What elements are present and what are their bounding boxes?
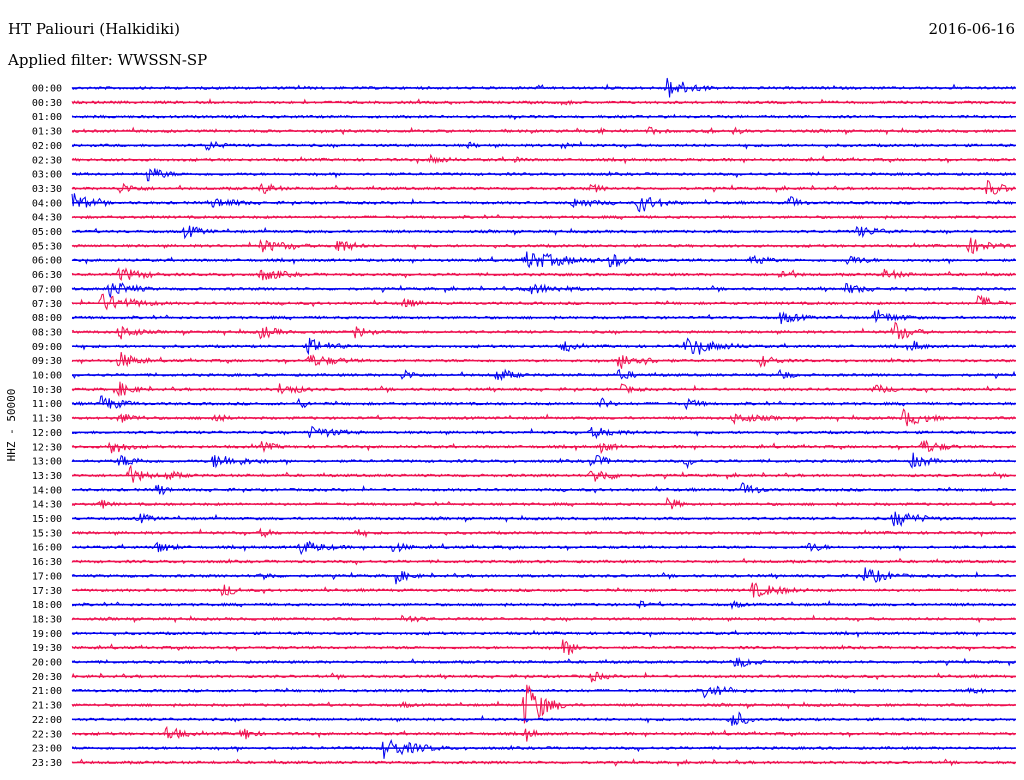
time-label: 11:00 [32, 399, 62, 410]
time-label: 02:00 [32, 141, 62, 152]
time-label: 07:00 [32, 284, 62, 295]
time-label: 21:00 [32, 686, 62, 697]
time-label: 01:00 [32, 112, 62, 123]
time-label: 03:00 [32, 170, 62, 181]
time-label: 05:00 [32, 227, 62, 238]
time-label: 18:00 [32, 600, 62, 611]
time-label: 00:30 [32, 98, 62, 109]
time-label: 03:30 [32, 184, 62, 195]
time-label: 10:30 [32, 385, 62, 396]
trace-row [71, 671, 1016, 683]
trace-row [71, 180, 1016, 195]
trace-row [71, 408, 1016, 427]
trace-row [71, 251, 1016, 269]
trace-row [71, 293, 1016, 311]
trace-row [71, 214, 1016, 221]
time-label: 02:30 [32, 155, 62, 166]
time-label: 19:30 [32, 643, 62, 654]
time-label: 12:00 [32, 428, 62, 439]
time-label: 07:30 [32, 299, 62, 310]
trace-row [71, 711, 1016, 726]
filter-label: Applied filter: WWSSN-SP [8, 51, 208, 69]
time-label: 21:30 [32, 701, 62, 712]
time-label: 18:30 [32, 614, 62, 625]
time-label: 05:30 [32, 241, 62, 252]
station-title: HT Paliouri (Halkidiki) [8, 20, 180, 38]
time-label: 15:00 [32, 514, 62, 525]
date-label: 2016-06-16 [928, 20, 1015, 38]
trace-row [71, 614, 1016, 624]
time-label: 22:30 [32, 729, 62, 740]
time-label: 04:30 [32, 213, 62, 224]
trace-row [71, 395, 1016, 411]
time-label: 11:30 [32, 414, 62, 425]
time-label: 20:00 [32, 658, 62, 669]
seismic-traces [71, 77, 1016, 768]
time-label: 15:30 [32, 528, 62, 539]
time-label: 00:00 [32, 84, 62, 95]
time-label: 08:00 [32, 313, 62, 324]
trace-row [71, 282, 1016, 298]
time-label: 23:30 [32, 758, 62, 769]
time-label: 14:00 [32, 485, 62, 496]
time-label: 06:30 [32, 270, 62, 281]
trace-row [72, 464, 1016, 483]
trace-row [71, 685, 1016, 699]
time-label: 09:30 [32, 356, 62, 367]
time-label: 16:00 [32, 543, 62, 554]
time-label: 08:30 [32, 327, 62, 338]
trace-row [71, 321, 1016, 340]
channel-label: HHZ - 50000 [5, 389, 18, 462]
time-label: 13:00 [32, 457, 62, 468]
trace-row [71, 452, 1016, 470]
time-label: 23:00 [32, 744, 62, 755]
time-axis-labels: 00:00 00:30 01:00 01:30 02:00 02:30 03:00 03:30… [32, 84, 62, 769]
time-label: 20:30 [32, 672, 62, 683]
trace-row [71, 482, 1016, 496]
time-label: 13:30 [32, 471, 62, 482]
time-label: 16:30 [32, 557, 62, 568]
trace-row [71, 113, 1016, 121]
trace-row [71, 739, 1016, 759]
time-label: 01:30 [32, 127, 62, 138]
time-label: 17:30 [32, 586, 62, 597]
time-label: 17:00 [32, 571, 62, 582]
time-label: 14:30 [32, 500, 62, 511]
trace-row [71, 599, 1016, 611]
time-label: 09:00 [32, 342, 62, 353]
time-label: 10:00 [32, 371, 62, 382]
time-label: 06:00 [32, 256, 62, 267]
time-label: 04:00 [32, 198, 62, 209]
time-label: 12:30 [32, 442, 62, 453]
time-label: 22:00 [32, 715, 62, 726]
time-label: 19:00 [32, 629, 62, 640]
